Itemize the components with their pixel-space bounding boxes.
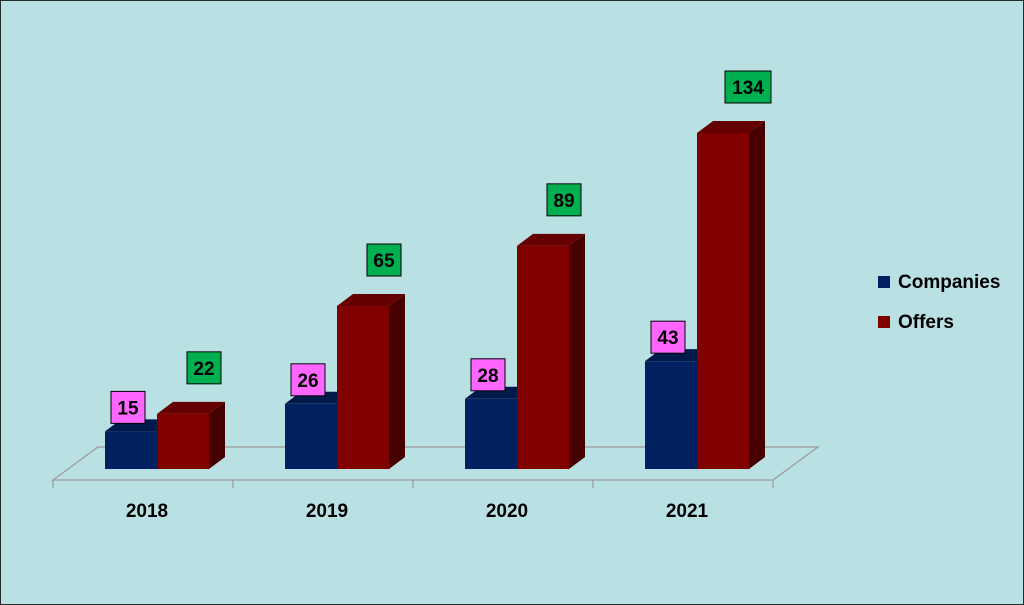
data-label-offers-2021: 134 [724,70,772,104]
svg-text:89: 89 [553,191,574,212]
svg-text:65: 65 [373,251,395,272]
bar-offers-2018 [157,401,225,469]
svg-text:22: 22 [193,359,214,380]
legend-item-companies: Companies [878,272,1000,293]
svg-text:28: 28 [477,366,498,387]
bar-offers-2021 [697,121,765,469]
legend-item-offers: Offers [878,312,954,333]
legend-swatch [878,276,890,288]
data-label-companies-2021: 43 [650,320,686,354]
data-label-offers-2018: 22 [186,351,222,385]
bars [105,121,765,469]
bar-offers-2020 [517,233,585,469]
legend-label: Offers [898,312,954,333]
category-axis: 2018 2019 2020 2021 [52,480,774,522]
data-label-offers-2019: 65 [366,243,402,277]
chart-floor [51,446,820,481]
svg-text:43: 43 [657,328,678,349]
bar-offers-2019 [337,294,405,469]
legend-swatch [878,316,890,328]
data-label-companies-2019: 26 [290,363,326,397]
data-labels: 15 22 26 65 28 89 43 134 [110,70,772,424]
category-label-2021: 2021 [666,501,709,522]
category-label-2018: 2018 [126,501,168,522]
category-label-2019: 2019 [306,501,348,522]
data-label-companies-2020: 28 [470,358,506,392]
category-label-2020: 2020 [486,501,528,522]
data-label-companies-2018: 15 [110,390,146,424]
legend-label: Companies [898,272,1000,293]
svg-text:26: 26 [297,371,318,392]
svg-text:15: 15 [117,398,139,419]
svg-text:134: 134 [732,78,764,99]
data-label-offers-2020: 89 [546,183,582,217]
floor-plane [51,446,820,481]
legend: Companies Offers [878,272,1000,333]
